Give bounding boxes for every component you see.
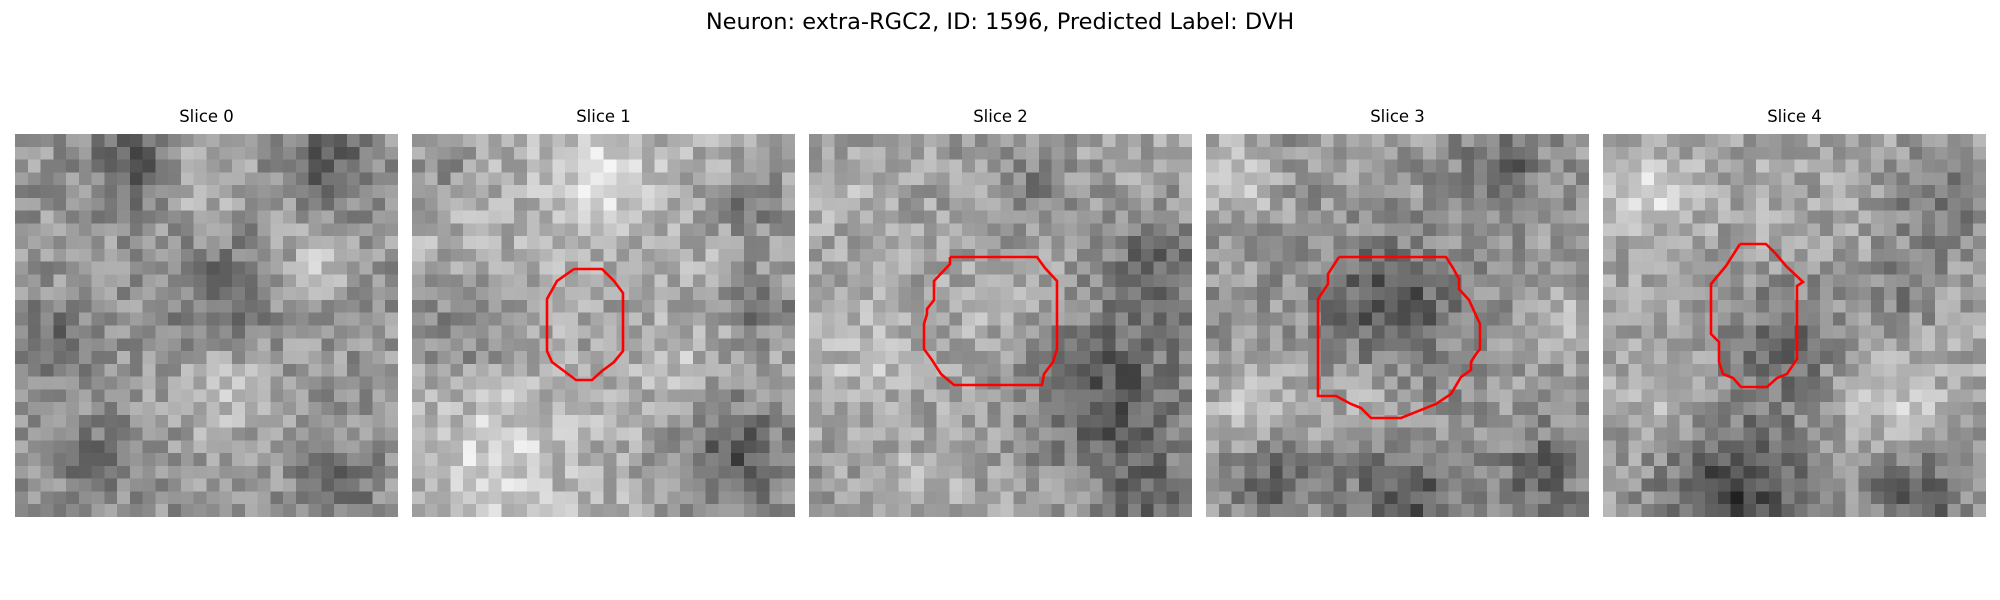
slice-panel-0: Slice 0 [15,106,398,517]
slice-panel-2: Slice 2 [809,106,1192,517]
grayscale-image-3 [1206,134,1589,517]
roi-outline-overlay-3 [1316,255,1482,420]
slice-title-3: Slice 3 [1370,107,1425,126]
slice-image-0 [15,134,398,517]
slice-title-2: Slice 2 [973,107,1028,126]
roi-outline-1 [545,267,625,382]
figure-title: Neuron: extra-RGC2, ID: 1596, Predicted … [705,9,1295,35]
slice-image-1 [412,134,795,517]
grayscale-image-4 [1603,134,1986,517]
roi-outline-4 [1709,242,1806,389]
slice-title-1: Slice 1 [576,107,631,126]
roi-outline-overlay-4 [1709,242,1806,389]
roi-outline-overlay-1 [545,267,625,382]
slice-title-4: Slice 4 [1767,107,1822,126]
grayscale-image-0 [15,134,398,517]
slice-image-3 [1206,134,1589,517]
slice-panel-3: Slice 3 [1206,106,1589,517]
slice-panel-4: Slice 4 [1603,106,1986,517]
slice-panel-1: Slice 1 [412,106,795,517]
slice-title-0: Slice 0 [179,107,234,126]
slice-image-4 [1603,134,1986,517]
roi-outline-2 [922,255,1059,387]
roi-outline-3 [1316,255,1482,420]
grayscale-image-2 [809,134,1192,517]
roi-outline-overlay-2 [922,255,1059,387]
slice-image-2 [809,134,1192,517]
grayscale-image-1 [412,134,795,517]
